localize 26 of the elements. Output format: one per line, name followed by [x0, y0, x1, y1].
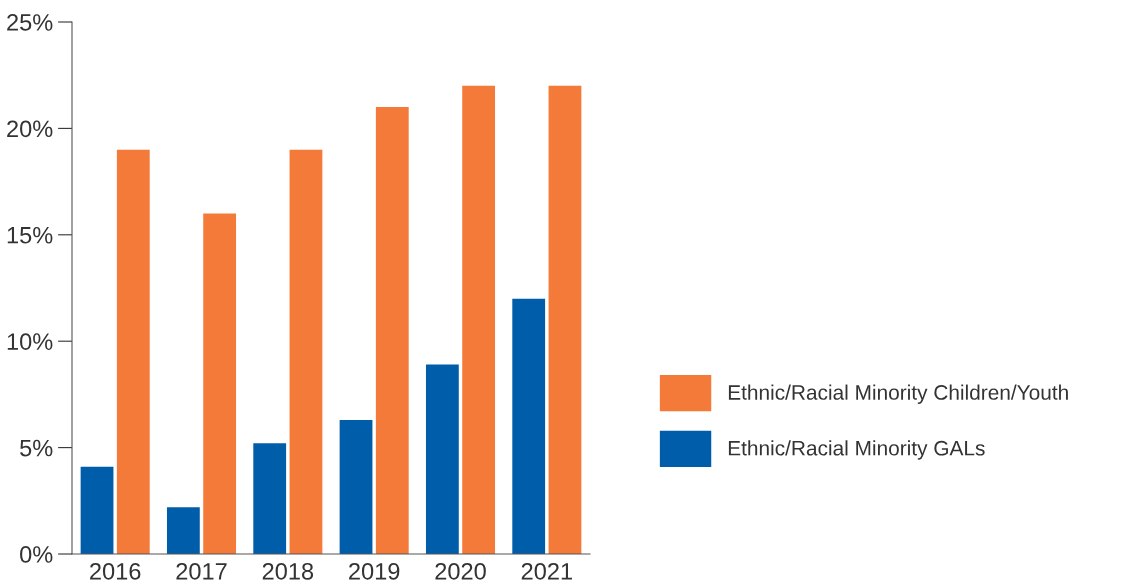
x-tick-label: 2019 [349, 562, 400, 580]
x-tick-label: 2018 [262, 562, 314, 580]
bar [339, 419, 373, 554]
y-tick-label: 25% [7, 14, 53, 31]
bar [512, 298, 546, 554]
y-tick-label: 15% [7, 226, 53, 244]
bar [80, 466, 114, 554]
bar [166, 507, 200, 554]
y-tick-label: 20% [7, 120, 53, 138]
bar [548, 85, 582, 554]
bar [375, 107, 409, 554]
x-tick-label: 2020 [435, 562, 486, 580]
x-tick-label: 2016 [90, 562, 141, 580]
y-tick-label: 10% [7, 333, 53, 350]
bar [203, 213, 237, 554]
x-tick-label: 2017 [176, 562, 227, 580]
bar [462, 85, 496, 554]
bar [425, 364, 459, 554]
legend-label: Ethnic/Racial Minority GALs [728, 440, 985, 460]
bar [116, 149, 150, 554]
bar [253, 443, 287, 554]
legend-label: Ethnic/Racial Minority Children/Youth [728, 384, 1068, 404]
bar [289, 149, 323, 554]
y-tick-label: 0% [20, 546, 53, 563]
y-tick-label: 5% [20, 439, 53, 457]
x-tick-label: 2021 [521, 562, 572, 580]
